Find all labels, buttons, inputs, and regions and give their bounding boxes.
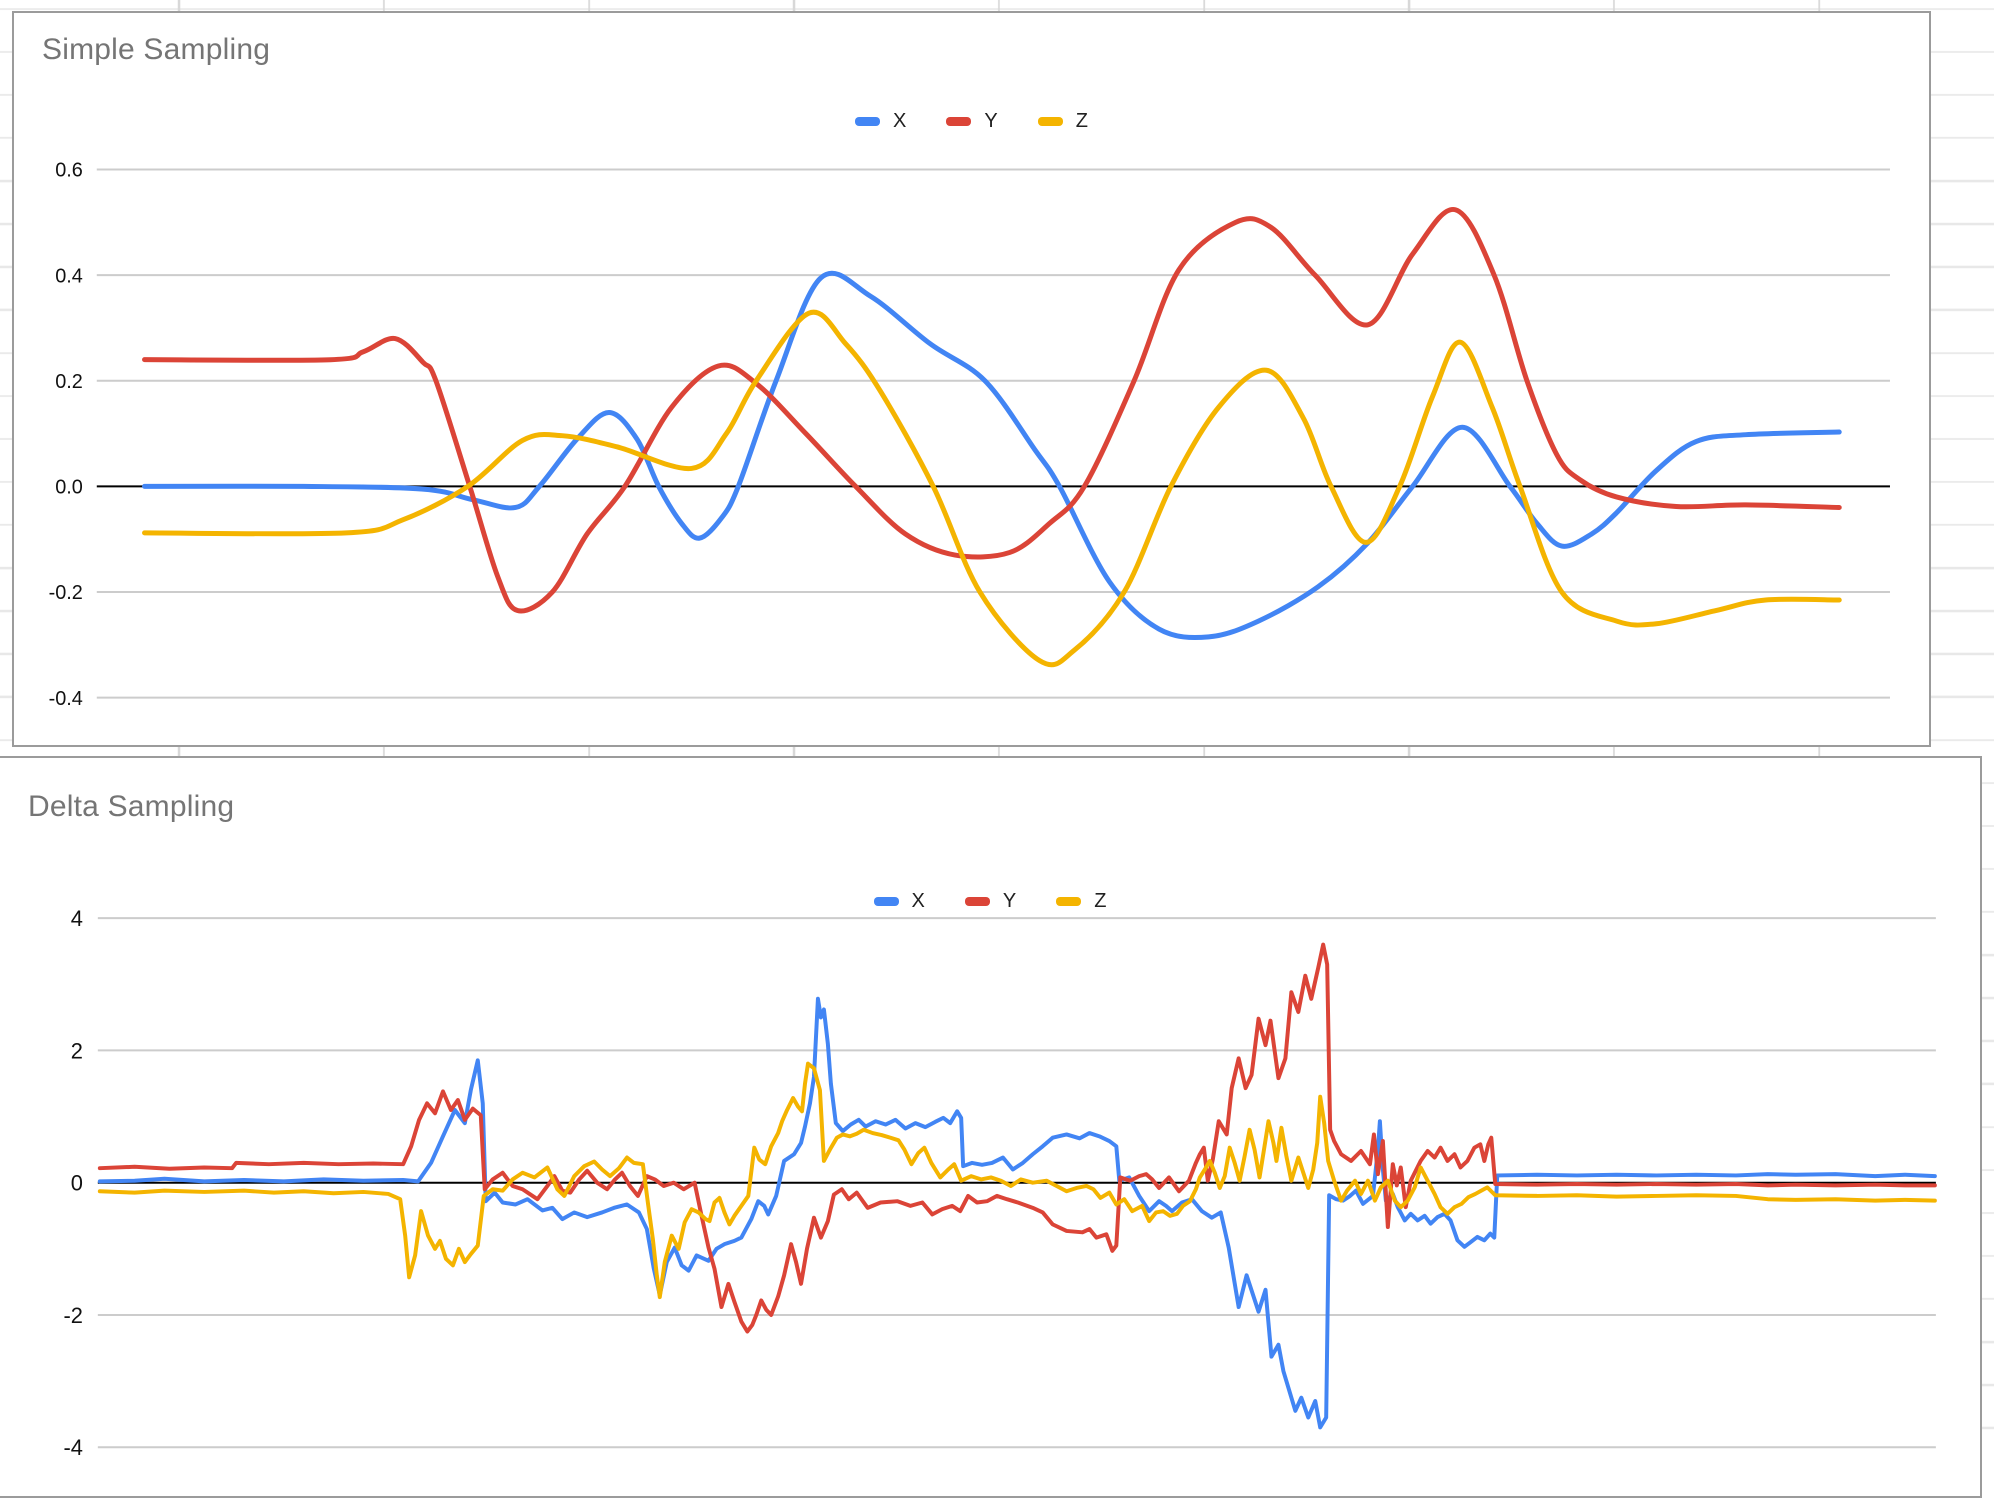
y-tick-label: -0.4 bbox=[49, 688, 83, 710]
legend-swatch-x bbox=[855, 117, 881, 126]
delta-sampling-plot-area: 4 2 0 -2 -4 bbox=[63, 906, 1937, 1460]
y-tick-label: 4 bbox=[71, 906, 83, 931]
simple-sampling-plot-area: 0.6 0.4 0.2 0.0 -0.2 -0.4 bbox=[49, 160, 1890, 710]
simple-sampling-chart-card[interactable]: 0.6 0.4 0.2 0.0 -0.2 -0.4 Simple Sampling X Y… bbox=[12, 11, 1931, 747]
legend-label-x: X bbox=[911, 890, 925, 912]
legend-item-x: X bbox=[873, 890, 925, 913]
y-tick-label: -4 bbox=[63, 1435, 82, 1460]
legend-item-x: X bbox=[855, 110, 906, 133]
legend-delta-sampling: X Y Z bbox=[0, 890, 1980, 913]
legend-label-z: Z bbox=[1094, 890, 1107, 912]
delta-sampling-chart-card[interactable]: 4 2 0 -2 -4 Delta Sampling X Y Z bbox=[0, 756, 1982, 1498]
legend-swatch-y bbox=[964, 897, 990, 906]
legend-simple-sampling: X Y Z bbox=[14, 110, 1929, 133]
y-tick-label: 0.6 bbox=[55, 160, 83, 182]
legend-swatch-x bbox=[873, 897, 899, 906]
series-line-y bbox=[142, 207, 1842, 614]
legend-swatch-y bbox=[946, 117, 972, 126]
series-line-z bbox=[97, 1061, 1937, 1300]
legend-label-y: Y bbox=[1002, 890, 1017, 912]
legend-item-y: Y bbox=[964, 890, 1017, 913]
legend-item-y: Y bbox=[946, 110, 998, 133]
series-line-z bbox=[142, 309, 1842, 668]
y-tick-label: 0.4 bbox=[55, 265, 83, 287]
series-line-x bbox=[97, 996, 1937, 1430]
y-tick-label: 2 bbox=[71, 1038, 83, 1063]
legend-swatch-z bbox=[1056, 897, 1082, 906]
legend-swatch-z bbox=[1037, 117, 1063, 126]
legend-label-y: Y bbox=[984, 110, 998, 132]
series-line-y bbox=[97, 942, 1937, 1334]
y-tick-label: -2 bbox=[63, 1303, 82, 1328]
legend-label-z: Z bbox=[1075, 110, 1088, 132]
legend-item-z: Z bbox=[1056, 890, 1106, 913]
legend-label-x: X bbox=[893, 110, 907, 132]
legend-item-z: Z bbox=[1037, 110, 1088, 133]
series-line-x bbox=[142, 270, 1842, 641]
y-tick-label: -0.2 bbox=[49, 582, 83, 604]
chart-title-simple-sampling: Simple Sampling bbox=[42, 33, 271, 66]
y-tick-label: 0 bbox=[71, 1171, 83, 1196]
chart-title-delta-sampling: Delta Sampling bbox=[28, 790, 235, 823]
y-tick-label: 0.2 bbox=[55, 371, 83, 393]
y-tick-label: 0.0 bbox=[55, 477, 83, 499]
